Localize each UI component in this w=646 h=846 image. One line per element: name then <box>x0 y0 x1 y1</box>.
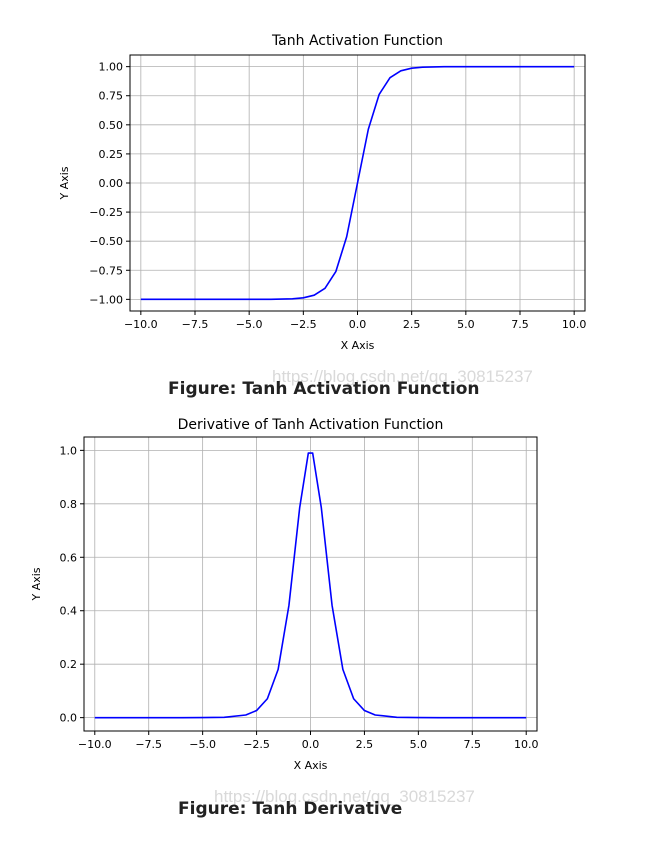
chart2-series-line-0 <box>94 452 527 719</box>
chart1-ytick-label-0: −1.00 <box>89 293 123 306</box>
chart2-ytick-label-3: 0.6 <box>60 551 78 564</box>
chart2-ylabel: Y Axis <box>30 567 43 601</box>
chart2-ytick-label-5: 1.0 <box>60 444 78 457</box>
chart1-title: Tanh Activation Function <box>271 33 443 49</box>
chart2-ytick-label-2: 0.4 <box>60 605 78 618</box>
chart1-ytick-label-4: 0.00 <box>99 177 124 190</box>
chart2-xtick-label-8: 10.0 <box>514 738 539 751</box>
chart2-xtick-label-5: 2.5 <box>356 738 374 751</box>
watermark-bottom: https://blog.csdn.net/qq_30815237 <box>214 787 475 806</box>
chart1-series-line-0 <box>140 65 575 301</box>
caption-top: Figure: Tanh Activation Function <box>168 379 480 399</box>
chart2-xtick-label-7: 7.5 <box>464 738 482 751</box>
caption-bottom: Figure: Tanh Derivative <box>178 799 403 819</box>
chart1-xtick-label-7: 7.5 <box>511 318 529 331</box>
chart2-xtick-label-6: 5.0 <box>410 738 428 751</box>
chart2-ytick-label-0: 0.0 <box>60 712 78 725</box>
chart1-ytick-label-7: 0.75 <box>99 90 124 103</box>
chart1-xlabel: X Axis <box>341 339 375 352</box>
chart2-ytick-label-1: 0.2 <box>60 658 78 671</box>
chart2-title: Derivative of Tanh Activation Function <box>178 417 444 433</box>
chart2-ytick-label-4: 0.8 <box>60 498 78 511</box>
chart1-ylabel: Y Axis <box>58 166 71 200</box>
chart1-xtick-label-6: 5.0 <box>457 318 475 331</box>
chart1-ytick-label-6: 0.50 <box>99 119 124 132</box>
chart1-ytick-label-5: 0.25 <box>99 148 124 161</box>
chart1-xtick-label-3: −2.5 <box>290 318 317 331</box>
chart1-xtick-label-1: −7.5 <box>182 318 209 331</box>
chart1-xtick-label-2: −5.0 <box>236 318 263 331</box>
chart2-xtick-label-0: −10.0 <box>78 738 112 751</box>
chart2-xtick-label-2: −5.0 <box>189 738 216 751</box>
chart1-ytick-label-3: −0.25 <box>89 206 123 219</box>
chart1-ytick-label-8: 1.00 <box>99 61 124 74</box>
chart2-xtick-label-3: −2.5 <box>243 738 270 751</box>
watermark-top: https://blog.csdn.net/qq_30815237 <box>272 367 533 386</box>
chart1-ytick-label-1: −0.75 <box>89 264 123 277</box>
chart1-xtick-label-0: −10.0 <box>124 318 158 331</box>
chart1-xtick-label-4: 0.0 <box>349 318 367 331</box>
chart2-xlabel: X Axis <box>294 759 328 772</box>
chart1-ytick-label-2: −0.50 <box>89 235 123 248</box>
chart1-xtick-label-5: 2.5 <box>403 318 421 331</box>
chart2-xtick-label-1: −7.5 <box>135 738 162 751</box>
chart2-xtick-label-4: 0.0 <box>302 738 320 751</box>
chart1-xtick-label-8: 10.0 <box>562 318 587 331</box>
